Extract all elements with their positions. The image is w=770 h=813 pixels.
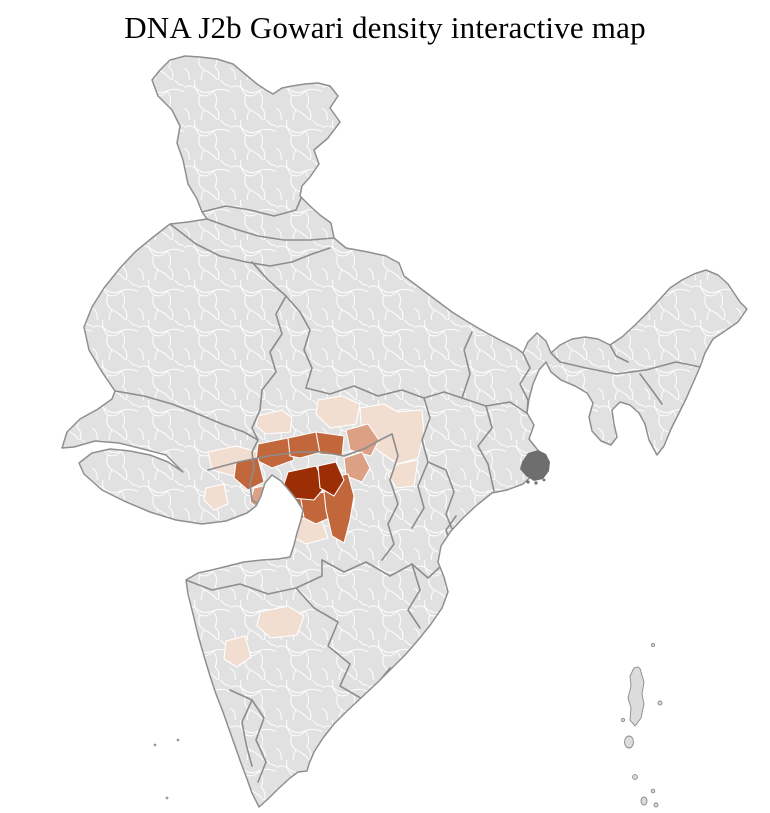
district-medium-low[interactable] [343, 451, 371, 483]
lakshadweep-islands[interactable] [153, 738, 180, 800]
district-low[interactable] [203, 483, 229, 511]
district-medium-low[interactable] [345, 423, 380, 457]
district-low[interactable] [315, 395, 361, 429]
high-density-districts[interactable] [283, 461, 345, 501]
district-medium[interactable] [255, 437, 295, 469]
sundarbans-delta [520, 450, 550, 485]
page-title: DNA J2b Gowari density interactive map [124, 10, 646, 45]
district-low[interactable] [256, 605, 305, 639]
district-high[interactable] [317, 461, 345, 497]
district-low[interactable] [223, 635, 252, 668]
district-low[interactable] [255, 409, 293, 435]
district-low[interactable] [387, 459, 419, 489]
andaman-nicobar-islands[interactable] [620, 642, 663, 808]
